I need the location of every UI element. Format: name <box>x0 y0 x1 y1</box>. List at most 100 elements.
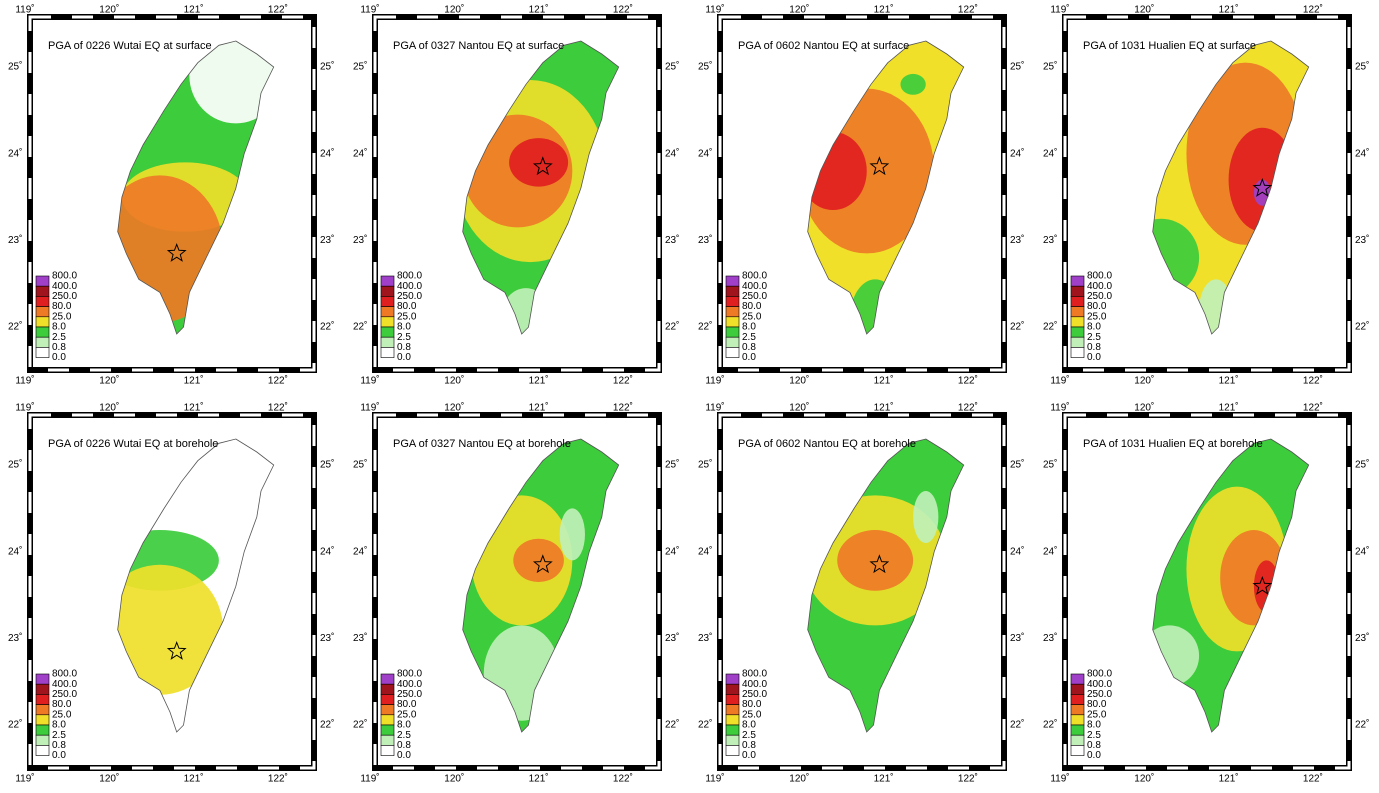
lat-tick-label: 25˚ <box>1010 459 1024 471</box>
lat-tick-label: 25˚ <box>320 61 334 73</box>
colorbar-swatch <box>726 715 739 725</box>
lon-tick-label: 119˚ <box>360 402 379 414</box>
colorbar-swatch <box>726 337 739 347</box>
colorbar-swatch <box>381 735 394 745</box>
lon-tick-label: 119˚ <box>1050 773 1069 785</box>
lon-tick-label: 121˚ <box>874 773 894 785</box>
lat-tick-label: 25˚ <box>320 459 334 471</box>
colorbar-swatch <box>1071 337 1084 347</box>
lat-tick-label: 22˚ <box>1043 321 1057 333</box>
colorbar-swatch <box>36 674 49 684</box>
lat-tick-label: 23˚ <box>320 234 334 246</box>
lat-tick-label: 22˚ <box>698 321 712 333</box>
lon-tick-label: 121˚ <box>184 402 204 414</box>
lat-tick-label: 24˚ <box>1355 147 1369 159</box>
map-panel: PGA of 0226 Wutai EQ at borehole119˚119˚… <box>8 402 334 785</box>
colorbar-label: 0.0 <box>1087 750 1101 761</box>
lon-tick-label: 121˚ <box>874 402 894 414</box>
colorbar-swatch <box>36 715 49 725</box>
lat-tick-label: 24˚ <box>698 147 712 159</box>
colorbar-swatch <box>726 286 739 296</box>
lat-tick-label: 23˚ <box>353 234 367 246</box>
lat-tick-label: 22˚ <box>353 321 367 333</box>
lat-tick-label: 24˚ <box>665 147 679 159</box>
colorbar-swatch <box>381 705 394 715</box>
colorbar-label: 0.0 <box>52 352 66 363</box>
colorbar-swatch <box>381 694 394 704</box>
lon-tick-label: 121˚ <box>874 375 894 387</box>
colorbar-swatch <box>36 337 49 347</box>
lat-tick-label: 25˚ <box>1043 459 1057 471</box>
colorbar-swatch <box>36 286 49 296</box>
pga-zone <box>913 491 938 543</box>
pga-zone <box>900 74 925 95</box>
map-panel: PGA of 1031 Hualien EQ at surface119˚119… <box>1043 4 1369 387</box>
colorbar-swatch <box>381 715 394 725</box>
colorbar-swatch <box>726 674 739 684</box>
lon-tick-label: 122˚ <box>958 402 978 414</box>
colorbar-swatch <box>381 684 394 694</box>
lon-tick-label: 122˚ <box>1303 402 1323 414</box>
lat-tick-label: 25˚ <box>8 61 22 73</box>
colorbar-swatch <box>36 276 49 286</box>
lon-tick-label: 121˚ <box>529 773 549 785</box>
colorbar-swatch <box>1071 317 1084 327</box>
colorbar-swatch <box>381 725 394 735</box>
lon-tick-label: 120˚ <box>789 375 809 387</box>
lat-tick-label: 23˚ <box>1010 234 1024 246</box>
colorbar-swatch <box>1071 684 1084 694</box>
colorbar-swatch <box>381 307 394 317</box>
lon-tick-label: 121˚ <box>874 4 894 16</box>
lon-tick-label: 122˚ <box>268 375 288 387</box>
lon-tick-label: 119˚ <box>360 773 379 785</box>
lat-tick-label: 23˚ <box>1355 632 1369 644</box>
colorbar-swatch <box>1071 286 1084 296</box>
lat-tick-label: 22˚ <box>320 719 334 731</box>
colorbar-swatch <box>1071 674 1084 684</box>
colorbar-swatch <box>36 694 49 704</box>
lat-tick-label: 23˚ <box>1043 632 1057 644</box>
lat-tick-label: 25˚ <box>353 459 367 471</box>
lon-tick-label: 121˚ <box>529 402 549 414</box>
panel-title: PGA of 0226 Wutai EQ at borehole <box>48 438 218 450</box>
lat-tick-label: 25˚ <box>1355 459 1369 471</box>
lon-tick-label: 120˚ <box>444 773 464 785</box>
lon-tick-label: 119˚ <box>15 4 34 16</box>
lat-tick-label: 22˚ <box>698 719 712 731</box>
lat-tick-label: 23˚ <box>353 632 367 644</box>
lon-tick-label: 120˚ <box>444 402 464 414</box>
colorbar-swatch <box>36 296 49 306</box>
lon-tick-label: 121˚ <box>529 375 549 387</box>
lon-tick-label: 122˚ <box>613 773 633 785</box>
lon-tick-label: 120˚ <box>99 4 119 16</box>
lat-tick-label: 22˚ <box>665 719 679 731</box>
colorbar-label: 0.0 <box>742 750 756 761</box>
lon-tick-label: 122˚ <box>958 773 978 785</box>
lon-tick-label: 119˚ <box>705 773 724 785</box>
lon-tick-label: 120˚ <box>1134 402 1154 414</box>
lon-tick-label: 119˚ <box>1050 375 1069 387</box>
lat-tick-label: 23˚ <box>665 632 679 644</box>
colorbar-swatch <box>36 725 49 735</box>
lon-tick-label: 119˚ <box>705 4 724 16</box>
map-panel: PGA of 0602 Nantou EQ at borehole119˚119… <box>698 402 1024 785</box>
pga-zone <box>560 508 585 560</box>
colorbar-swatch <box>36 745 49 755</box>
colorbar-swatch <box>726 694 739 704</box>
lat-tick-label: 23˚ <box>1355 234 1369 246</box>
colorbar-swatch <box>36 705 49 715</box>
lat-tick-label: 22˚ <box>1010 321 1024 333</box>
colorbar-swatch <box>381 276 394 286</box>
panel-title: PGA of 0226 Wutai EQ at surface <box>48 40 212 52</box>
colorbar-label: 0.0 <box>52 750 66 761</box>
lat-tick-label: 24˚ <box>698 545 712 557</box>
lat-tick-label: 23˚ <box>320 632 334 644</box>
lon-tick-label: 122˚ <box>268 402 288 414</box>
lon-tick-label: 120˚ <box>99 773 119 785</box>
lon-tick-label: 119˚ <box>360 375 379 387</box>
lon-tick-label: 120˚ <box>1134 4 1154 16</box>
lon-tick-label: 120˚ <box>99 402 119 414</box>
panel-title: PGA of 1031 Hualien EQ at surface <box>1083 40 1256 52</box>
colorbar-swatch <box>1071 296 1084 306</box>
lon-tick-label: 119˚ <box>705 375 724 387</box>
